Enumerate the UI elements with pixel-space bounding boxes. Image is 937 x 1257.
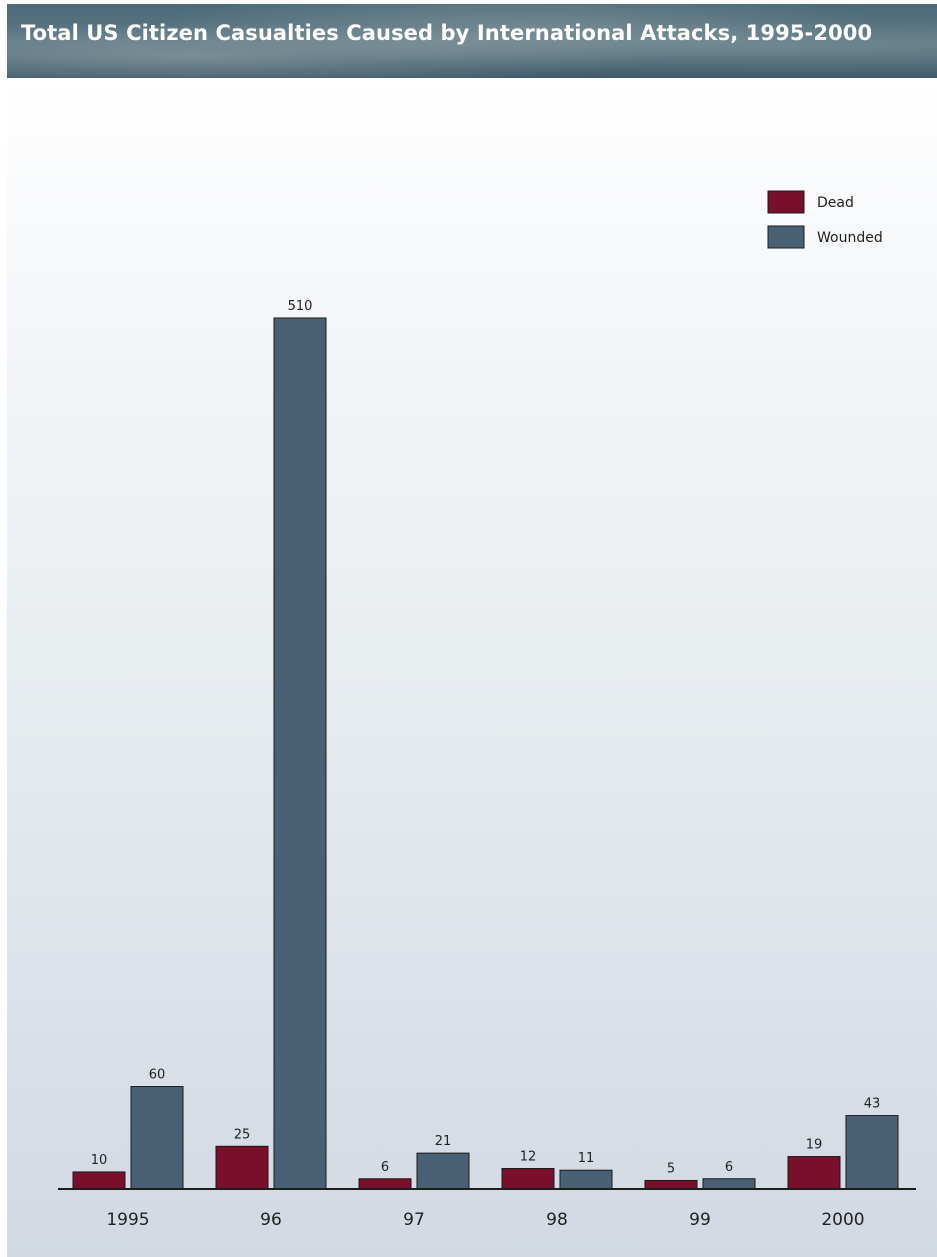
legend-label-dead: Dead [817, 195, 854, 211]
value-labels-group: 10 60 25 510 6 21 12 11 5 6 19 43 [91, 299, 881, 1176]
x-tick-label-96: 96 [260, 1210, 282, 1230]
value-label-wounded-97: 21 [435, 1134, 452, 1149]
value-label-dead-2000: 19 [806, 1138, 823, 1153]
bar-wounded-98 [559, 1169, 613, 1190]
value-label-dead-96: 25 [234, 1127, 251, 1142]
bar-wounded-99 [702, 1178, 756, 1190]
bar-wounded-96 [273, 317, 327, 1190]
value-label-dead-99: 5 [667, 1161, 675, 1176]
bar-dead-1995 [72, 1171, 126, 1190]
title-banner: Total US Citizen Casualties Caused by In… [7, 4, 937, 78]
bar-dead-98 [501, 1168, 555, 1190]
bar-dead-2000 [787, 1156, 841, 1190]
legend-swatch-dead [767, 190, 805, 214]
bar-dead-99 [644, 1179, 698, 1190]
value-label-dead-98: 12 [520, 1150, 537, 1165]
bar-wounded-97 [416, 1152, 470, 1190]
x-tick-label-97: 97 [403, 1210, 425, 1230]
x-tick-label-2000: 2000 [821, 1210, 864, 1230]
value-label-wounded-98: 11 [578, 1151, 595, 1166]
bar-wounded-2000 [845, 1115, 899, 1190]
x-tick-label-98: 98 [546, 1210, 568, 1230]
bars-group [72, 317, 899, 1190]
value-label-wounded-2000: 43 [864, 1097, 881, 1112]
legend-label-wounded: Wounded [817, 230, 883, 246]
value-label-dead-1995: 10 [91, 1153, 108, 1168]
bar-dead-96 [215, 1145, 269, 1190]
chart-background [7, 78, 937, 1257]
value-label-dead-97: 6 [381, 1160, 389, 1175]
legend-swatch-wounded [767, 225, 805, 249]
value-label-wounded-99: 6 [725, 1160, 733, 1175]
value-label-wounded-1995: 60 [149, 1068, 166, 1083]
x-tick-labels-group: 1995 96 97 98 99 2000 [106, 1210, 864, 1230]
bar-dead-97 [358, 1178, 412, 1190]
x-tick-label-1995: 1995 [106, 1210, 149, 1230]
legend: Dead Wounded [767, 190, 883, 249]
x-tick-label-99: 99 [689, 1210, 711, 1230]
bar-wounded-1995 [130, 1086, 184, 1190]
value-label-wounded-96: 510 [288, 299, 313, 314]
chart-title: Total US Citizen Casualties Caused by In… [21, 21, 873, 45]
